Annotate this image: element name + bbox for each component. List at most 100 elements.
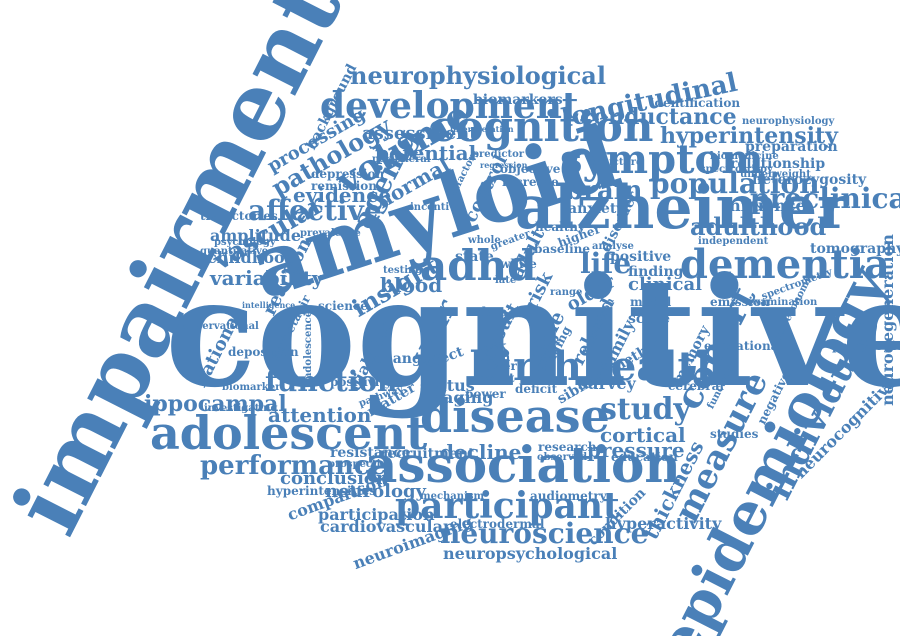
word-brain: brain	[565, 176, 643, 206]
word-conclusion: conclusion	[280, 468, 390, 489]
word-hyperintensity: hyperintensity	[660, 123, 838, 149]
word-structure: structure	[590, 157, 643, 168]
word-cognitive: cognitive	[165, 245, 900, 421]
word-emission: emission	[710, 295, 770, 309]
word-task: task	[478, 339, 507, 353]
word-mechanism: mechanism	[420, 491, 485, 502]
word-potential: potential	[375, 141, 477, 165]
word-identification: identification	[650, 96, 741, 110]
word-cerebral: cerebral	[668, 379, 724, 393]
word-healthy: healthy	[535, 220, 585, 234]
word-predictor: predictor	[472, 149, 525, 160]
word-heterozygosity: heterozygosity	[752, 172, 867, 188]
word-blood: blood	[380, 273, 443, 297]
word-imaging: imaging	[420, 388, 494, 407]
word-relationship: relationship	[730, 156, 826, 172]
word-cognition: cognition	[430, 102, 654, 151]
word-cortical: cortical	[600, 423, 686, 447]
word-deficit: deficit	[515, 382, 558, 396]
word-prevalence: prevalence	[300, 228, 361, 239]
word-positivity: positivity	[330, 375, 392, 389]
word-science: science	[318, 299, 368, 313]
word-biomarker: biomarker	[222, 382, 281, 393]
word-intelligence: intelligence	[242, 300, 296, 310]
word-research: research	[538, 440, 597, 454]
word-interpretation: interpretation	[450, 124, 514, 134]
word-study: study	[600, 392, 691, 427]
word-anxiety: anxiety	[568, 201, 625, 217]
word-studies: studies	[710, 427, 759, 441]
word-decline: decline	[440, 440, 522, 464]
word-adolescent: adolescent	[150, 406, 428, 460]
word-baseline: baseline	[534, 242, 591, 256]
word-analyse: analyse	[592, 241, 634, 252]
word-electrodermal: electrodermal	[450, 517, 545, 531]
word-neurology: neurology	[325, 481, 427, 502]
word-observational: observational	[183, 321, 259, 332]
word-regression: regression	[480, 160, 528, 170]
word-life: life	[580, 247, 632, 280]
word-recruitment: recruitment	[380, 446, 475, 462]
word-whole: whole	[468, 235, 501, 246]
word-adolescence: adolescence	[303, 310, 315, 380]
word-state: state	[455, 249, 494, 265]
word-participation: participation	[318, 505, 435, 524]
word-educational: educational	[704, 339, 783, 353]
word-investigating: investigating	[204, 403, 278, 414]
word-childhood: childhood	[207, 248, 296, 267]
word-variability: variability	[210, 266, 324, 290]
word-preparation: preparation	[745, 139, 838, 155]
word-incentive: incentive	[410, 202, 462, 213]
word-education: education	[611, 450, 678, 464]
word-white: white	[500, 257, 537, 271]
word-independent: independent	[698, 236, 769, 247]
word-underweight: underweight	[740, 169, 811, 180]
word-event: event	[478, 371, 515, 385]
word-data: data	[478, 305, 508, 319]
word-neuropsychological: neuropsychological	[443, 544, 618, 563]
word-examination: examination	[748, 297, 818, 308]
word-preclinical: preclinical	[750, 182, 900, 215]
word-conductance: conductance	[580, 104, 737, 130]
word-lower: lower	[480, 359, 517, 373]
word-neurophysiology: neurophysiology	[742, 116, 835, 127]
word-dementia: dementia	[680, 241, 890, 288]
word-symptom: symptom	[560, 136, 764, 183]
word-affective: affective	[248, 194, 382, 227]
word-prospective: prospective	[328, 459, 393, 470]
word-hippocampal: hippocampal	[128, 391, 287, 417]
word-hyperintensities: hyperintensities	[267, 484, 377, 498]
word-adhd: adhd	[420, 241, 537, 290]
word-psychology: psychology	[214, 237, 276, 248]
word-score: score	[628, 311, 671, 327]
word-cardiovascular: cardiovascular	[320, 517, 452, 536]
word-term: term	[478, 350, 511, 364]
word-association: association	[365, 435, 681, 494]
word-audiometry: audiometry	[530, 489, 607, 503]
word-pathologies: pathologies	[832, 339, 900, 353]
word-alzheimer: alzheimer	[515, 173, 849, 243]
word-performance: performance	[200, 451, 387, 481]
word-positive: positive	[610, 249, 672, 265]
word-disease: disease	[420, 389, 610, 443]
word-resistance: resistance	[330, 445, 411, 461]
word-pressure: pressure	[587, 438, 685, 462]
word-testing: testing	[383, 265, 423, 276]
word-clinical: clinical	[628, 274, 703, 295]
word-biomarkers: biomarkers	[473, 92, 563, 108]
word-deposition: deposition	[228, 345, 299, 359]
word-amplitude: amplitude	[210, 226, 302, 245]
word-biomedicine: biomedicine	[710, 151, 779, 162]
word-hyperactivity: hyperactivity	[605, 514, 722, 533]
word-adulthood: adulthood	[690, 212, 827, 241]
word-remission: remission	[311, 179, 378, 193]
word-observed: observed	[537, 452, 588, 463]
word-peripheral: peripheral	[372, 154, 431, 165]
word-late: late	[495, 275, 517, 286]
word-trajectories: trajectories	[200, 209, 278, 223]
word-change: change	[374, 351, 431, 367]
word-assessment: assessment	[362, 123, 478, 144]
word-quantitative: quantitative	[200, 246, 269, 257]
word-objective: objective	[500, 162, 561, 176]
